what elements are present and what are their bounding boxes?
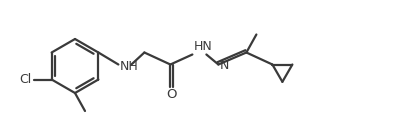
Text: NH: NH <box>119 60 138 73</box>
Text: Cl: Cl <box>19 73 31 86</box>
Text: O: O <box>166 88 177 102</box>
Text: N: N <box>219 59 229 72</box>
Text: HN: HN <box>193 39 212 53</box>
